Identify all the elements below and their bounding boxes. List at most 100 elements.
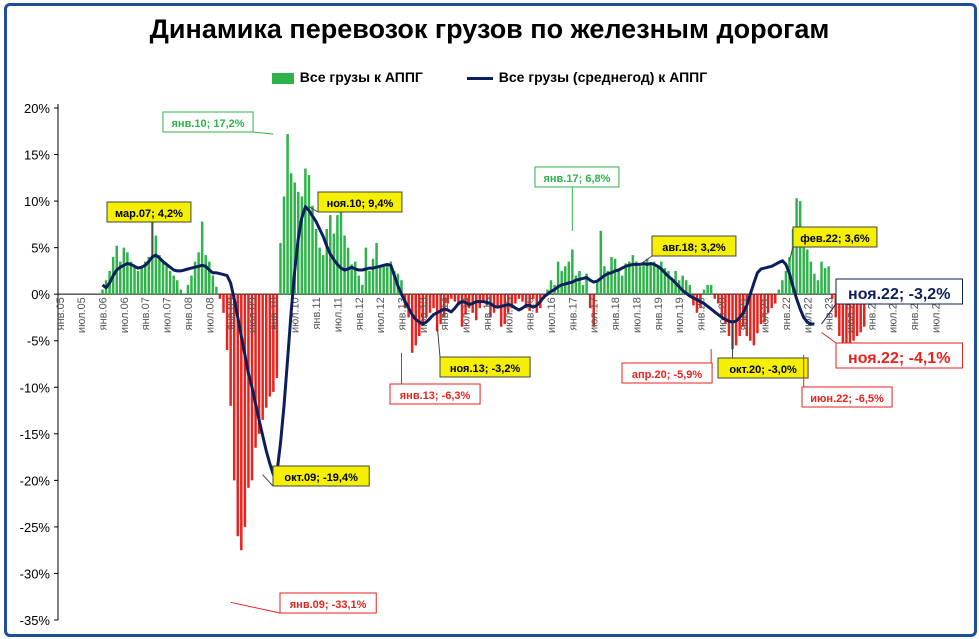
bar <box>240 294 243 551</box>
bar <box>179 289 183 295</box>
x-tick-label: июл.15 <box>503 297 515 333</box>
bar <box>524 294 528 309</box>
x-tick-label: июл.13 <box>418 297 430 333</box>
bar <box>827 266 830 295</box>
bar <box>304 168 307 295</box>
bar <box>428 294 432 313</box>
annotation-jan09: янв.09; -33,1% <box>230 592 377 614</box>
bar <box>571 249 574 295</box>
x-tick-label: июл.07 <box>162 297 174 333</box>
bar <box>588 294 592 309</box>
bar <box>161 261 165 295</box>
x-tick-label: янв.08 <box>183 297 195 330</box>
bar <box>147 256 151 295</box>
bar <box>325 229 328 295</box>
bar <box>706 284 709 295</box>
annotation-label: янв.13; -6,3% <box>400 390 471 402</box>
annotation-label: окт.20; -3,0% <box>729 364 797 376</box>
bar <box>229 294 232 406</box>
bar <box>236 294 240 537</box>
bar <box>663 268 667 295</box>
annotation-jan17: янв.17; 6,8% <box>534 166 620 231</box>
bar <box>514 294 517 304</box>
x-tick-label: янв.12 <box>354 297 366 330</box>
x-tick-label: июл.20 <box>717 297 729 333</box>
bar <box>215 286 218 295</box>
bar <box>460 294 464 327</box>
bar <box>592 294 595 327</box>
annotation-nov22bar: ноя.22; -4,1% <box>821 331 963 369</box>
bar <box>613 258 617 295</box>
bar <box>784 270 788 295</box>
legend-line-label: Все грузы (среднегод) к АППГ <box>498 69 708 86</box>
bar <box>143 261 147 295</box>
x-tick-label: июл.18 <box>631 297 643 333</box>
bar <box>222 294 225 313</box>
bar <box>279 242 282 295</box>
y-tick-label: -20% <box>20 473 51 488</box>
annotation-label: ноя.22; -4,1% <box>848 350 950 367</box>
bar <box>168 270 172 295</box>
bar <box>410 294 414 353</box>
bar <box>382 264 385 295</box>
annotation-label: фев.22; 3,6% <box>800 233 870 245</box>
bar <box>418 294 421 337</box>
bar <box>859 294 862 333</box>
bar <box>823 268 827 295</box>
x-tick-label: июл.11 <box>332 297 344 332</box>
bar <box>474 294 478 321</box>
bar <box>702 289 706 295</box>
bar <box>307 175 311 295</box>
bar <box>624 263 627 295</box>
bar <box>759 294 763 324</box>
annotation-label: июн.22; -6,5% <box>810 393 884 405</box>
annotations: янв.10; 17,2% мар.07; 4,2% ноя.10; 9,4% янв… <box>106 111 963 614</box>
bar <box>346 247 350 295</box>
line-path <box>101 205 815 477</box>
bar <box>208 261 211 295</box>
annotation-aug18: авг.18; 3,2% <box>639 235 737 265</box>
y-tick-label: 5% <box>31 241 50 256</box>
y-tick-label: 15% <box>24 148 50 163</box>
bar <box>254 294 257 448</box>
bar <box>720 294 724 318</box>
x-tick-label: июл.06 <box>119 297 131 333</box>
x-tick-label: янв.16 <box>525 297 537 330</box>
bar <box>136 270 140 295</box>
bar <box>154 235 158 295</box>
bar <box>848 294 852 346</box>
x-tick-label: июл.17 <box>589 297 601 333</box>
legend: Все грузы к АППГ Все грузы (среднегод) к… <box>0 68 979 85</box>
bar <box>286 134 289 295</box>
bar <box>218 294 222 299</box>
bar <box>578 270 581 295</box>
annotation-label: янв.17; 6,8% <box>543 173 610 185</box>
legend-item-line: Все грузы (среднегод) к АППГ <box>466 69 708 86</box>
x-tick-label: июл.25 <box>930 297 942 333</box>
x-tick-label: янв.17 <box>567 297 579 330</box>
bar <box>709 284 713 295</box>
x-tick-label: янв.18 <box>610 297 622 330</box>
bar <box>531 294 535 299</box>
bar <box>247 294 250 488</box>
annotation-mar07: мар.07; 4,2% <box>106 201 192 256</box>
annotation-box <box>717 357 809 379</box>
annotation-box <box>651 235 737 257</box>
bar <box>183 294 186 295</box>
bar <box>642 264 645 295</box>
bar <box>190 275 193 295</box>
bar <box>200 221 204 295</box>
bar <box>763 294 766 323</box>
bar <box>635 261 638 295</box>
annotation-jan13: янв.13; -6,3% <box>389 352 481 405</box>
bar <box>499 294 503 327</box>
bar <box>232 294 236 481</box>
annotation-apr20: апр.20; -5,9% <box>621 349 713 384</box>
bar <box>560 270 563 295</box>
bar <box>756 294 759 334</box>
x-tick-label: янв.11 <box>311 297 323 329</box>
annotation-box <box>621 362 713 384</box>
bar <box>119 261 122 295</box>
bar <box>745 294 749 337</box>
bar <box>567 261 571 295</box>
